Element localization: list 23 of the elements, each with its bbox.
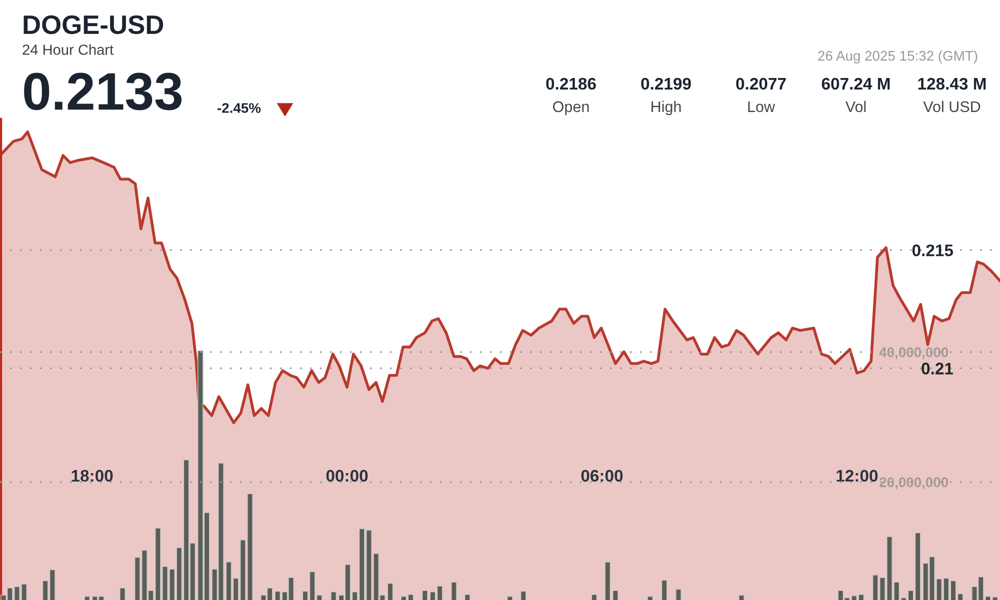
text: 607.24 M xyxy=(822,78,890,90)
x-tick-label: 18:00 xyxy=(72,470,113,482)
text: -2.45% xyxy=(218,103,261,113)
text: Vol USD xyxy=(923,100,980,112)
text: 0.2199 xyxy=(641,78,691,90)
y2-tick-label: 40,000,000 xyxy=(879,347,948,360)
text: 0.2186 xyxy=(546,78,596,90)
text: 0.2133 xyxy=(24,72,182,110)
text: Vol xyxy=(845,100,866,112)
chart-title: DOGE-USD xyxy=(24,15,164,34)
x-tick-label: 12:00 xyxy=(836,470,878,482)
text: Low xyxy=(748,101,776,112)
y-tick-label: 0.215 xyxy=(912,244,954,256)
chart-subtitle: 24 Hour Chart xyxy=(22,44,114,55)
y-tick-label: 0.21 xyxy=(922,362,954,374)
text: 26 Aug 2025 15:32 (GMT) xyxy=(818,50,978,64)
x-tick-label: 06:00 xyxy=(581,470,623,482)
text: 128.43 M xyxy=(918,78,986,90)
text: Open xyxy=(553,101,589,116)
text: High xyxy=(652,100,681,116)
y2-tick-label: 20,000,000 xyxy=(880,477,948,490)
x-tick-label: 00:00 xyxy=(326,470,368,482)
text: 0.2077 xyxy=(736,78,786,90)
